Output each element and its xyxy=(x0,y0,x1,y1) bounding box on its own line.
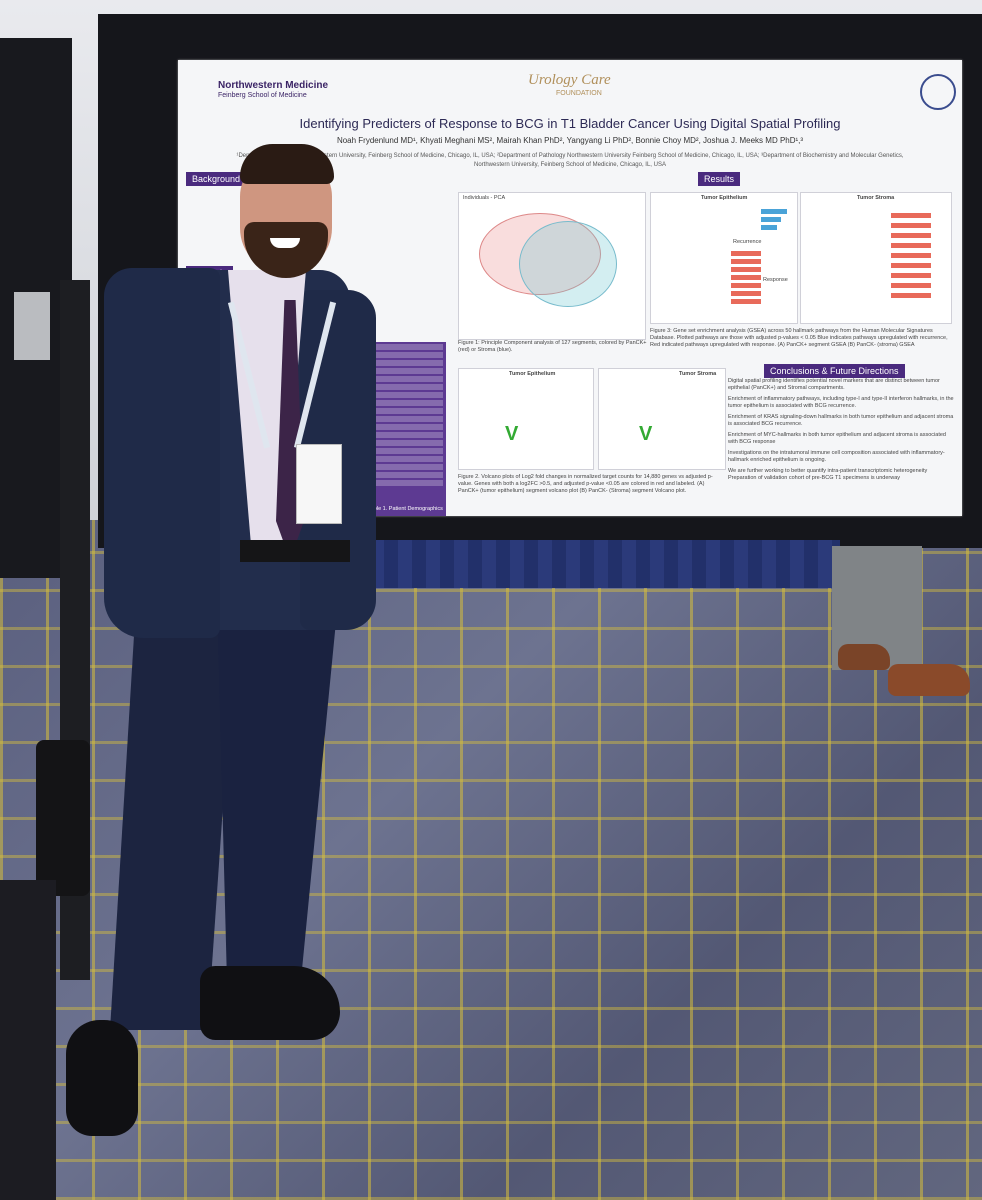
conclusions-heading: Conclusions & Future Directions xyxy=(764,364,905,378)
fig1-caption: Figure 1: Principle Component analysis o… xyxy=(458,340,647,353)
presenter-hair xyxy=(240,144,334,184)
volcano-epithelium-title: Tumor Epithelium xyxy=(509,371,556,377)
presenter-left-sleeve xyxy=(104,268,220,638)
presenter-belt xyxy=(240,540,350,562)
volcano-epithelium-points: V xyxy=(505,423,519,445)
gsea-epithelium-title: Tumor Epithelium xyxy=(701,195,748,201)
response-label: Response xyxy=(763,277,788,283)
conclusion-item: We are further working to better quantif… xyxy=(728,468,928,481)
table-drape xyxy=(370,540,840,588)
background-heading: Background xyxy=(186,172,247,186)
volcano-stroma-figure: Tumor Stroma V xyxy=(598,368,726,470)
foreground-person-edge xyxy=(0,880,56,1200)
poster-logo-sub: Feinberg School of Medicine xyxy=(218,92,307,99)
demographics-table xyxy=(368,342,446,516)
gsea-epithelium-figure: Tumor Epithelium Recurrence Response xyxy=(650,192,798,324)
presenter-smile xyxy=(270,238,300,248)
conclusion-item: Digital spatial profiling identifies pot… xyxy=(728,378,940,391)
name-badge xyxy=(296,444,342,524)
poster-title: Identifying Predicters of Response to BC… xyxy=(299,116,841,131)
fig2-caption: Figure 2. Volcano plots of Log2 fold cha… xyxy=(458,474,713,494)
volcano-stroma-points: V xyxy=(639,423,653,445)
foundation-logo-sub: FOUNDATION xyxy=(556,90,602,97)
gsea-stroma-title: Tumor Stroma xyxy=(857,195,895,201)
background-shoe xyxy=(838,644,890,670)
conclusion-item: Enrichment of MYC-hallmarks in both tumo… xyxy=(728,432,946,445)
poster-logo: Northwestern Medicine xyxy=(218,80,329,91)
conclusions-list: Digital spatial profiling identifies pot… xyxy=(728,378,954,486)
poster-affiliations: ¹Department of Urology, Northwestern Uni… xyxy=(178,152,962,170)
volcano-stroma-title: Tumor Stroma xyxy=(679,371,717,377)
presenter-shoe xyxy=(66,1020,138,1136)
foundation-logo: Urology Care xyxy=(528,72,611,88)
table1-caption: Table 1. Patient Demographics xyxy=(368,506,443,512)
gsea-stroma-figure: Tumor Stroma xyxy=(800,192,952,324)
affiliation-line-2: Northwestern University, Feinberg School… xyxy=(474,162,666,168)
conclusion-item: Enrichment of KRAS signaling-down hallma… xyxy=(728,414,954,427)
pca-label: Individuals - PCA xyxy=(463,195,506,201)
fig3-caption: Figure 3: Gene set enrichment analysis (… xyxy=(650,328,948,348)
black-handbag xyxy=(36,740,90,896)
pca-figure: Individuals - PCA xyxy=(458,192,646,340)
conclusion-item: Investigations on the intratumoral immun… xyxy=(728,450,945,463)
background-shoe xyxy=(888,664,970,696)
affiliation-line-1: ¹Department of Urology, Northwestern Uni… xyxy=(236,153,904,159)
recurrence-label: Recurrence xyxy=(733,239,762,245)
presenter-shoe xyxy=(200,966,340,1040)
pca-ellipse-stroma xyxy=(519,221,617,307)
poster-authors: Noah Frydenlund MD¹, Khyati Meghani MS²,… xyxy=(336,136,804,145)
association-seal-icon xyxy=(920,74,956,110)
volcano-epithelium-figure: Tumor Epithelium V xyxy=(458,368,594,470)
conclusion-item: Enrichment of inflammatory pathways, inc… xyxy=(728,396,954,409)
pinned-note xyxy=(14,292,50,360)
results-heading: Results xyxy=(698,172,741,186)
